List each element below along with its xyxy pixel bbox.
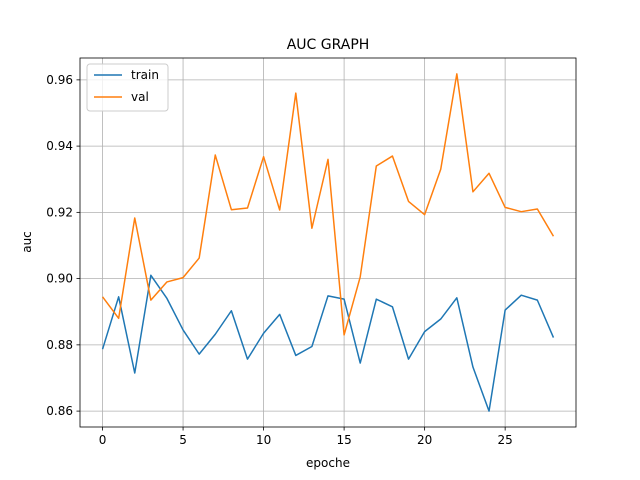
- x-tick-label: 20: [417, 433, 432, 447]
- y-tick-label: 0.86: [46, 404, 73, 418]
- x-tick-label: 15: [336, 433, 351, 447]
- x-axis-label: epoche: [306, 456, 350, 470]
- series-lines: [101, 73, 555, 412]
- legend-label-train: train: [131, 68, 159, 82]
- y-tick-label: 0.94: [46, 139, 73, 153]
- x-tick-label: 0: [99, 433, 107, 447]
- y-tick-label: 0.96: [46, 73, 73, 87]
- y-tick-label: 0.88: [46, 338, 73, 352]
- y-tick-label: 0.90: [46, 272, 73, 286]
- series-line-train: [101, 274, 555, 412]
- x-tick-label: 25: [498, 433, 513, 447]
- x-tick-label: 10: [256, 433, 271, 447]
- plot-frame: [79, 57, 577, 428]
- legend-label-val: val: [131, 90, 149, 104]
- y-tick-label: 0.92: [46, 205, 73, 219]
- series-line-val: [101, 73, 555, 336]
- chart-title: AUC GRAPH: [287, 37, 370, 53]
- y-axis-ticks: 0.86 0.88 0.90 0.92 0.94 0.96: [46, 73, 80, 418]
- grid: [80, 58, 576, 427]
- y-axis-label: auc: [20, 231, 34, 253]
- x-tick-label: 5: [179, 433, 187, 447]
- legend: train val: [86, 63, 169, 112]
- x-axis-ticks: 0 5 10 15 20 25: [99, 427, 513, 447]
